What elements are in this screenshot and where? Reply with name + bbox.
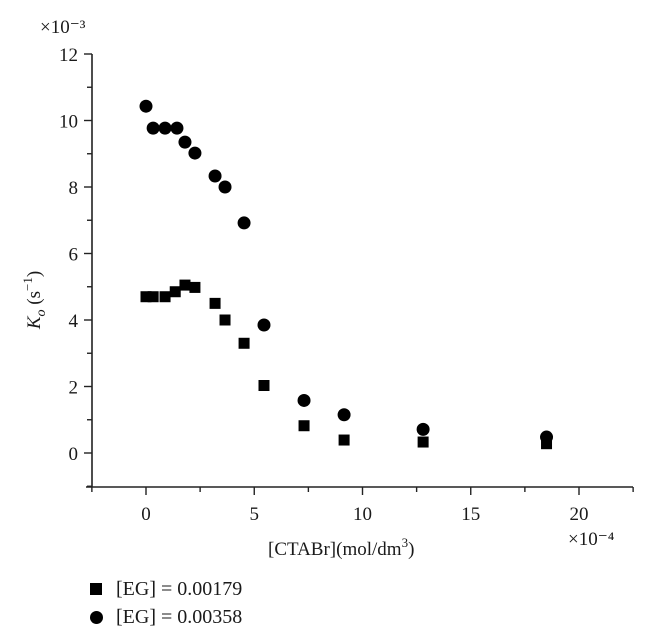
legend: [EG] = 0.00179 [EG] = 0.00358 [88,575,242,631]
circle-data-point [218,180,232,194]
y-multiplier: ×10⁻³ [40,17,86,38]
y-tick-label: 2 [69,378,79,399]
square-data-point [189,281,201,293]
square-data-point [541,438,553,450]
square-data-point [147,291,159,303]
square-data-point [238,337,250,349]
legend-label: [EG] = 0.00179 [116,577,243,600]
x-tick-label: 10 [353,504,372,525]
y-tick-label: 10 [59,112,78,133]
square-data-point [338,434,350,446]
x-tick-label: 15 [461,504,480,525]
y-tick-label: 12 [59,45,78,66]
x-axis-title: [CTABr](mol/dm3) [268,535,414,560]
scatter-chart: 0 2 4 6 8 10 12 0 5 10 15 20 ×10⁻³ ×10⁻⁴ [CTABr](mo… [20,17,634,560]
circle-data-point [208,169,222,183]
square-data-point [159,291,171,303]
square-data-point [258,380,270,392]
circle-data-point [139,99,153,113]
square-data-point [219,314,231,326]
legend-item-eg-00358: [EG] = 0.00358 [88,603,242,631]
circle-marker-icon [90,610,103,624]
circle-data-point [257,318,271,332]
y-tick-label: 0 [69,444,79,465]
circle-data-point [158,121,172,135]
square-marker-icon [90,583,102,595]
circle-data-point [178,135,192,149]
square-data-point [417,436,429,448]
x-tick-label: 5 [250,504,260,525]
circle-data-point [416,422,430,436]
x-tick-label: 0 [141,504,151,525]
square-data-point [169,286,181,298]
circle-data-point [146,121,160,135]
circle-data-point [237,216,251,230]
y-tick-label: 6 [69,245,79,266]
y-tick-label: 8 [69,178,79,199]
legend-label: [EG] = 0.00358 [116,605,243,628]
circle-data-point [297,393,311,407]
y-axis-title: Ko (s−1) [20,271,49,330]
square-data-point [179,279,191,291]
axes: 0 2 4 6 8 10 12 0 5 10 15 20 [59,45,634,525]
circle-data-point [540,430,554,444]
circle-data-point [337,408,351,422]
circle-data-point [170,121,184,135]
square-data-point [209,297,221,309]
data-points [139,99,554,450]
circle-data-point [188,146,202,160]
x-multiplier: ×10⁻⁴ [568,529,615,550]
legend-item-eg-00179: [EG] = 0.00179 [88,575,242,603]
y-tick-label: 4 [69,311,79,332]
square-data-point [298,420,310,432]
x-tick-label: 20 [570,504,589,525]
square-data-point [140,291,152,303]
